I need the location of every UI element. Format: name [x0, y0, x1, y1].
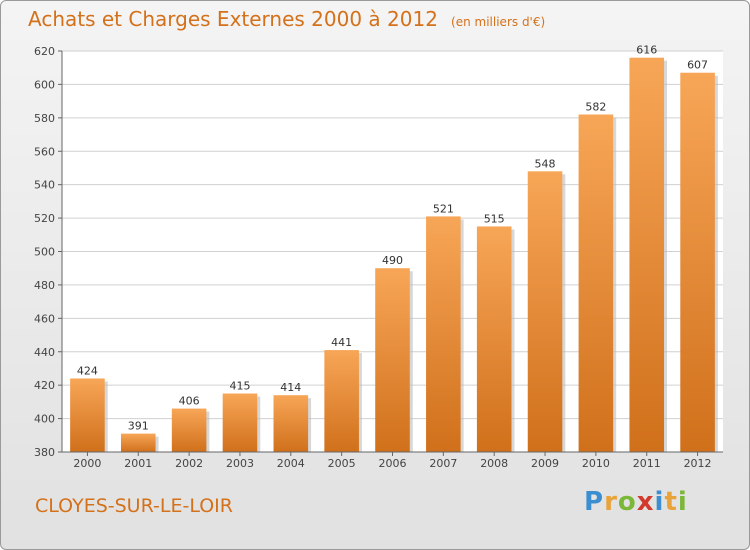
city-name: CLOYES-SUR-LE-LOIR [35, 495, 233, 517]
bars: 424 391 406 415 414 441 490 521 515 548 582 616 607 [70, 44, 718, 453]
y-tick-label: 540 [34, 179, 55, 192]
x-tick-label: 2011 [633, 457, 661, 470]
bar-value-label: 582 [585, 100, 606, 113]
chart-title-unit: (en milliers d'€) [451, 15, 546, 29]
bar-value-label: 607 [687, 59, 708, 72]
logo-letter: i [677, 487, 688, 517]
x-tick-label: 2007 [429, 457, 457, 470]
bar [527, 171, 563, 453]
y-tick-label: 600 [34, 78, 55, 91]
bar-value-label: 515 [484, 212, 505, 225]
chart-title-main: Achats et Charges Externes 2000 à 2012 [28, 7, 438, 31]
bar [578, 114, 614, 452]
bar-value-label: 490 [382, 254, 403, 267]
bar-value-label: 441 [331, 336, 352, 349]
logo-letter: o [617, 487, 637, 517]
bar-value-label: 414 [280, 381, 301, 394]
bar [120, 433, 156, 452]
bar-value-label: 616 [636, 44, 657, 57]
bar-value-label: 424 [77, 364, 98, 377]
logo-letter: i [654, 487, 665, 517]
x-tick-label: 2002 [175, 457, 203, 470]
logo-letter: r [604, 487, 618, 517]
y-tick-label: 400 [34, 413, 55, 426]
y-tick-label: 560 [34, 145, 55, 158]
bar-value-label: 415 [229, 380, 250, 393]
bar [273, 395, 309, 452]
logo-letter: P [584, 487, 605, 517]
x-tick-label: 2012 [684, 457, 712, 470]
bar-value-label: 548 [535, 157, 556, 170]
bar [222, 393, 258, 452]
x-tick-label: 2010 [582, 457, 610, 470]
logo-letter: x [636, 487, 655, 517]
x-tick-label: 2001 [124, 457, 152, 470]
x-tick-label: 2006 [379, 457, 407, 470]
y-tick-label: 420 [34, 379, 55, 392]
logo-letter: t [664, 487, 678, 517]
y-tick-label: 520 [34, 212, 55, 225]
x-axis: 2000 2001 2002 2003 2004 2005 2006 2007 2008 2009… [62, 451, 723, 470]
bar [629, 57, 665, 452]
y-tick-label: 620 [34, 45, 55, 58]
proxiti-logo: Proxiti [584, 487, 688, 517]
x-tick-label: 2005 [328, 457, 356, 470]
bar [375, 268, 410, 452]
bar-value-label: 521 [433, 202, 454, 215]
bar [171, 408, 207, 452]
bar-value-label: 391 [128, 420, 149, 433]
y-tick-label: 480 [34, 279, 55, 292]
y-tick-label: 440 [34, 346, 55, 359]
y-tick-label: 500 [34, 246, 55, 259]
x-tick-label: 2004 [277, 457, 305, 470]
y-tick-label: 580 [34, 112, 55, 125]
chart-title: Achats et Charges Externes 2000 à 2012 (… [28, 7, 545, 31]
bar [476, 226, 512, 452]
y-tick-label: 460 [34, 312, 55, 325]
bar [680, 72, 715, 453]
bar [70, 378, 105, 452]
bar-value-label: 406 [179, 395, 200, 408]
y-axis: 380 400 420 440 460 480 500 520 540 560 580 600 620 [34, 45, 63, 459]
x-tick-label: 2009 [531, 457, 559, 470]
x-tick-label: 2000 [73, 457, 101, 470]
x-tick-label: 2003 [226, 457, 254, 470]
y-tick-label: 380 [34, 446, 55, 459]
bar [324, 350, 359, 452]
bar [426, 216, 461, 452]
x-tick-label: 2008 [480, 457, 508, 470]
